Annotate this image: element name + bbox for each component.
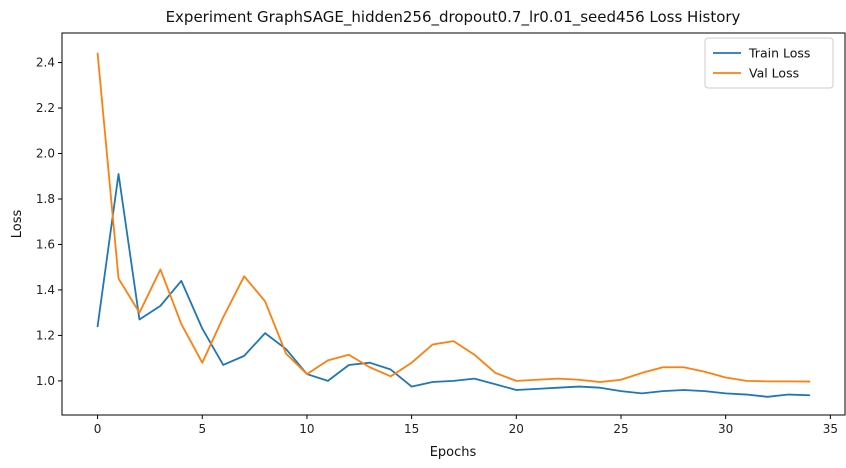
series-layer (96, 52, 811, 398)
series-line-val-loss (96, 52, 811, 383)
axes-layer: 0 5 10 15 20 25 30 35 1.0 1.2 1.4 1.6 1.8 2.0 2.2 2.4 (36, 32, 846, 436)
x-tick-label: 25 (613, 422, 628, 436)
x-tick-label: 35 (823, 422, 838, 436)
y-tick-label: 1.4 (36, 283, 55, 297)
legend: Train Loss Val Loss (704, 37, 834, 89)
y-tick-label: 1.0 (36, 374, 55, 388)
x-tick-label: 5 (198, 422, 206, 436)
legend-label: Val Loss (749, 66, 799, 81)
y-tick-label: 2.2 (36, 101, 55, 115)
x-tick-label: 20 (509, 422, 524, 436)
series-line-train-loss (96, 173, 811, 398)
y-axis-label: Loss (10, 210, 25, 239)
x-tick-label: 10 (299, 422, 314, 436)
legend-label: Train Loss (748, 46, 810, 61)
y-tick-label: 1.2 (36, 328, 55, 342)
y-tick-label: 1.8 (36, 192, 55, 206)
plot-area (62, 33, 845, 415)
x-axis-label: Epochs (430, 445, 477, 460)
y-tick-label: 1.6 (36, 237, 55, 251)
x-tick-label: 30 (718, 422, 733, 436)
y-tick-label: 2.0 (36, 147, 55, 161)
x-tick-label: 0 (94, 422, 102, 436)
x-tick-label: 15 (404, 422, 419, 436)
y-tick-label: 2.4 (36, 56, 55, 70)
legend-box (704, 37, 834, 89)
chart-title: Experiment GraphSAGE_hidden256_dropout0.… (166, 8, 741, 27)
axes-frame (61, 32, 846, 416)
